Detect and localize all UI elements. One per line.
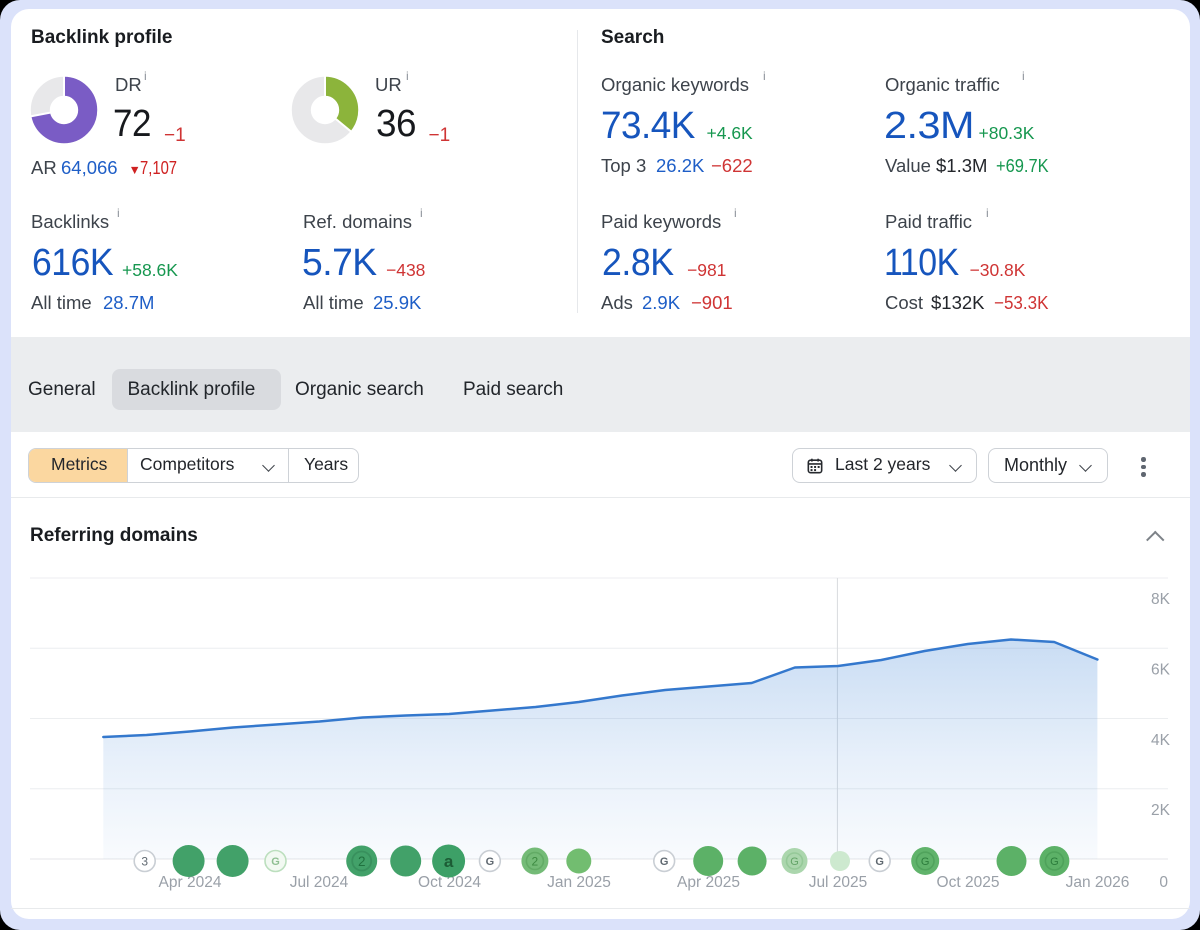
- svg-text:2: 2: [532, 855, 539, 869]
- svg-text:Apr 2024: Apr 2024: [159, 874, 222, 891]
- svg-text:Jul 2024: Jul 2024: [290, 874, 349, 891]
- svg-text:Apr 2025: Apr 2025: [677, 874, 740, 891]
- svg-text:Jan 2026: Jan 2026: [1066, 874, 1130, 891]
- svg-text:G: G: [486, 856, 495, 868]
- svg-text:G: G: [921, 856, 930, 868]
- svg-text:8K: 8K: [1151, 591, 1171, 608]
- svg-text:G: G: [660, 856, 669, 868]
- svg-text:Jul 2025: Jul 2025: [809, 874, 868, 891]
- svg-text:Oct 2025: Oct 2025: [937, 874, 1000, 891]
- svg-text:4K: 4K: [1151, 732, 1171, 749]
- svg-text:G: G: [875, 856, 884, 868]
- svg-text:3: 3: [141, 855, 148, 869]
- svg-text:Oct 2024: Oct 2024: [418, 874, 481, 891]
- svg-text:2: 2: [358, 854, 366, 869]
- svg-text:G: G: [271, 856, 280, 868]
- svg-text:2K: 2K: [1151, 802, 1171, 819]
- svg-text:a: a: [444, 852, 454, 871]
- svg-text:G: G: [790, 856, 799, 868]
- svg-text:6K: 6K: [1151, 662, 1171, 679]
- svg-text:0: 0: [1159, 874, 1168, 891]
- svg-text:Jan 2025: Jan 2025: [547, 874, 611, 891]
- svg-text:G: G: [1050, 856, 1059, 868]
